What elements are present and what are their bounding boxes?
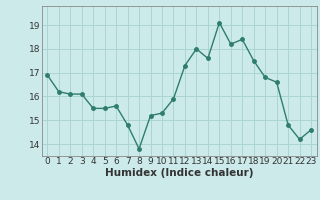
X-axis label: Humidex (Indice chaleur): Humidex (Indice chaleur)	[105, 168, 253, 178]
